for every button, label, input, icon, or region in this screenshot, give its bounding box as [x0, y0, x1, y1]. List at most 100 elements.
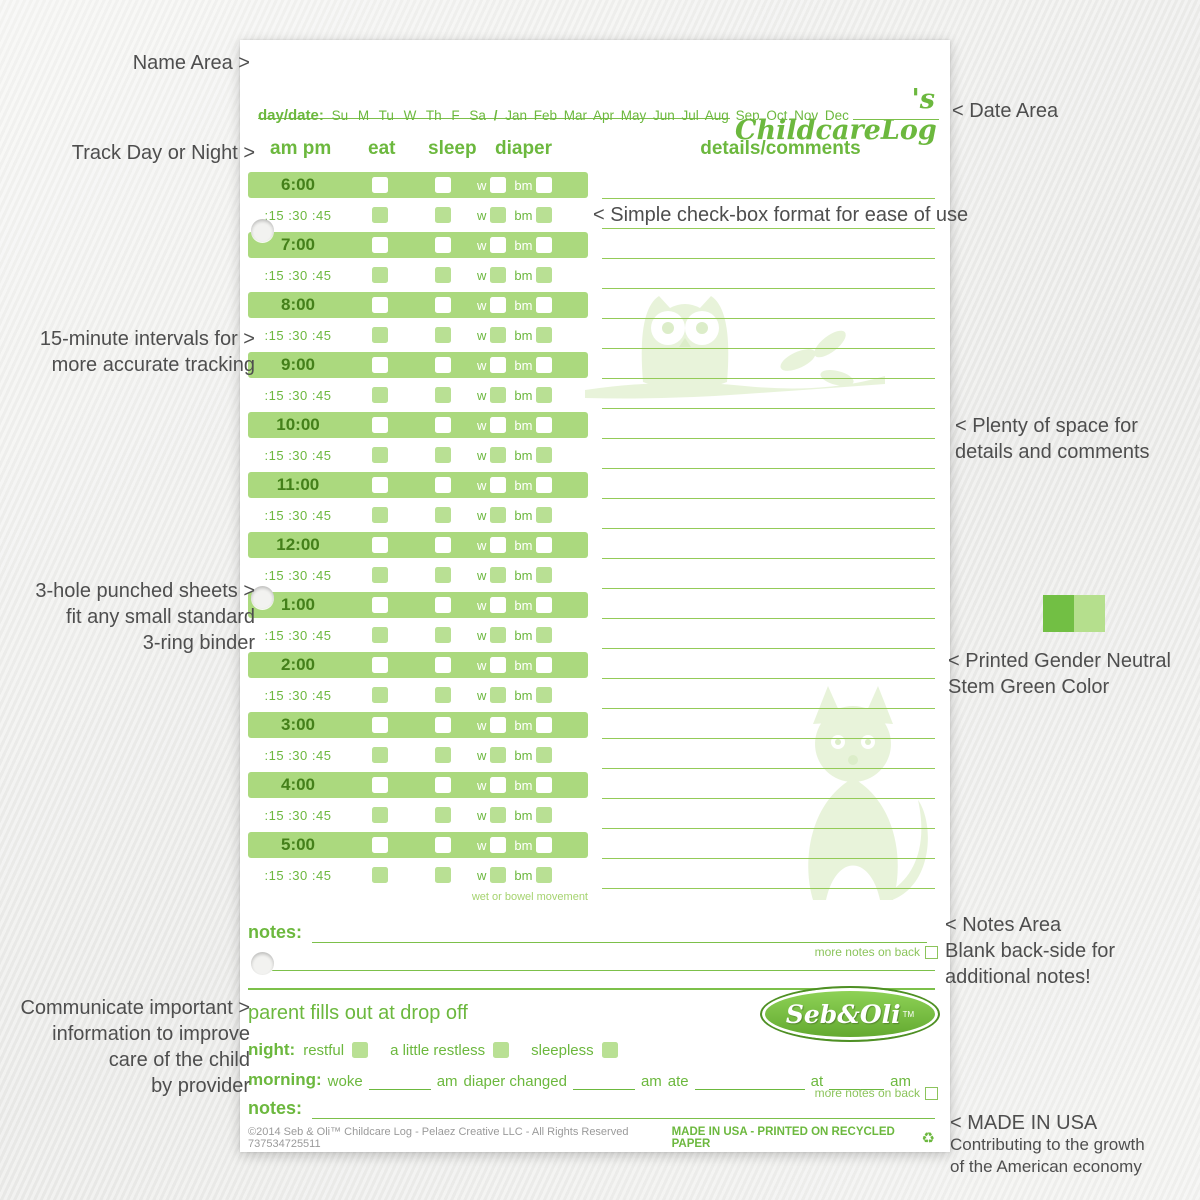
restful-checkbox[interactable]	[352, 1042, 369, 1058]
eat-checkbox[interactable]	[372, 387, 388, 403]
comment-line[interactable]	[602, 652, 935, 679]
comment-line[interactable]	[602, 682, 935, 709]
bm-checkbox[interactable]	[536, 507, 553, 523]
eat-checkbox[interactable]	[372, 267, 388, 283]
wet-checkbox[interactable]	[490, 537, 507, 553]
bm-checkbox[interactable]	[536, 627, 553, 643]
bm-checkbox[interactable]	[536, 867, 553, 883]
bm-checkbox[interactable]	[536, 777, 553, 793]
comment-line[interactable]	[602, 712, 935, 739]
eat-checkbox[interactable]	[372, 537, 388, 553]
bm-checkbox[interactable]	[536, 297, 553, 313]
comment-line[interactable]	[602, 592, 935, 619]
eat-checkbox[interactable]	[372, 297, 388, 313]
wet-checkbox[interactable]	[490, 567, 507, 583]
day-options[interactable]: Su M Tu W Th F Sa	[331, 108, 486, 123]
wet-checkbox[interactable]	[490, 717, 507, 733]
sleepless-checkbox[interactable]	[601, 1042, 618, 1058]
wet-checkbox[interactable]	[490, 597, 507, 613]
eat-checkbox[interactable]	[372, 687, 388, 703]
eat-checkbox[interactable]	[372, 807, 388, 823]
sleep-checkbox[interactable]	[435, 657, 451, 673]
comment-line[interactable]	[602, 322, 935, 349]
wet-checkbox[interactable]	[490, 807, 507, 823]
eat-checkbox[interactable]	[372, 447, 388, 463]
sleep-checkbox[interactable]	[435, 747, 451, 763]
bm-checkbox[interactable]	[536, 537, 553, 553]
wet-checkbox[interactable]	[490, 657, 507, 673]
comment-line[interactable]	[602, 802, 935, 829]
wet-checkbox[interactable]	[490, 507, 507, 523]
sleep-checkbox[interactable]	[435, 777, 451, 793]
notes-input-line[interactable]	[312, 922, 927, 943]
comment-line[interactable]	[602, 622, 935, 649]
woke-time-input[interactable]	[368, 1074, 431, 1090]
bm-checkbox[interactable]	[536, 477, 553, 493]
month-options[interactable]: Jan Feb Mar Apr May Jun Jul Aug Sep Oct …	[505, 108, 849, 123]
eat-checkbox[interactable]	[372, 747, 388, 763]
bm-checkbox[interactable]	[536, 177, 553, 193]
comment-line[interactable]	[602, 382, 935, 409]
bm-checkbox[interactable]	[536, 207, 553, 223]
sleep-checkbox[interactable]	[435, 717, 451, 733]
restless-checkbox[interactable]	[493, 1042, 510, 1058]
bm-checkbox[interactable]	[536, 267, 553, 283]
eat-checkbox[interactable]	[372, 627, 388, 643]
wet-checkbox[interactable]	[490, 267, 507, 283]
bm-checkbox[interactable]	[536, 327, 553, 343]
wet-checkbox[interactable]	[490, 747, 507, 763]
sleep-checkbox[interactable]	[435, 447, 451, 463]
sleep-checkbox[interactable]	[435, 327, 451, 343]
sleep-checkbox[interactable]	[435, 417, 451, 433]
comment-line[interactable]	[602, 832, 935, 859]
comment-line[interactable]	[602, 862, 935, 889]
bm-checkbox[interactable]	[536, 747, 553, 763]
bm-checkbox[interactable]	[536, 657, 553, 673]
eat-checkbox[interactable]	[372, 507, 388, 523]
sleep-checkbox[interactable]	[435, 537, 451, 553]
sleep-checkbox[interactable]	[435, 267, 451, 283]
wet-checkbox[interactable]	[490, 327, 507, 343]
wet-checkbox[interactable]	[490, 357, 507, 373]
bm-checkbox[interactable]	[536, 447, 553, 463]
name-input-line[interactable]	[258, 76, 730, 119]
eat-checkbox[interactable]	[372, 237, 388, 253]
wet-checkbox[interactable]	[490, 837, 507, 853]
bm-checkbox[interactable]	[536, 237, 553, 253]
comment-line[interactable]	[602, 532, 935, 559]
wet-checkbox[interactable]	[490, 447, 507, 463]
sleep-checkbox[interactable]	[435, 507, 451, 523]
comment-line[interactable]	[602, 412, 935, 439]
comment-line[interactable]	[602, 172, 935, 199]
wet-checkbox[interactable]	[490, 687, 507, 703]
sleep-checkbox[interactable]	[435, 237, 451, 253]
comment-line[interactable]	[602, 352, 935, 379]
sleep-checkbox[interactable]	[435, 477, 451, 493]
comment-line[interactable]	[602, 202, 935, 229]
sleep-checkbox[interactable]	[435, 177, 451, 193]
wet-checkbox[interactable]	[490, 777, 507, 793]
sleep-checkbox[interactable]	[435, 837, 451, 853]
diaper-changed-time-input[interactable]	[572, 1074, 635, 1090]
more-notes-checkbox[interactable]	[925, 1086, 938, 1100]
eat-checkbox[interactable]	[372, 327, 388, 343]
sleep-checkbox[interactable]	[435, 567, 451, 583]
eat-checkbox[interactable]	[372, 567, 388, 583]
eat-checkbox[interactable]	[372, 837, 388, 853]
comment-line[interactable]	[602, 232, 935, 259]
sleep-checkbox[interactable]	[435, 807, 451, 823]
sleep-checkbox[interactable]	[435, 627, 451, 643]
comment-line[interactable]	[602, 442, 935, 469]
bm-checkbox[interactable]	[536, 417, 553, 433]
more-notes-checkbox[interactable]	[925, 945, 938, 959]
bm-checkbox[interactable]	[536, 717, 553, 733]
bm-checkbox[interactable]	[536, 837, 553, 853]
sleep-checkbox[interactable]	[435, 597, 451, 613]
eat-checkbox[interactable]	[372, 717, 388, 733]
wet-checkbox[interactable]	[490, 237, 507, 253]
sleep-checkbox[interactable]	[435, 297, 451, 313]
sleep-checkbox[interactable]	[435, 207, 451, 223]
sleep-checkbox[interactable]	[435, 357, 451, 373]
eat-checkbox[interactable]	[372, 777, 388, 793]
wet-checkbox[interactable]	[490, 417, 507, 433]
